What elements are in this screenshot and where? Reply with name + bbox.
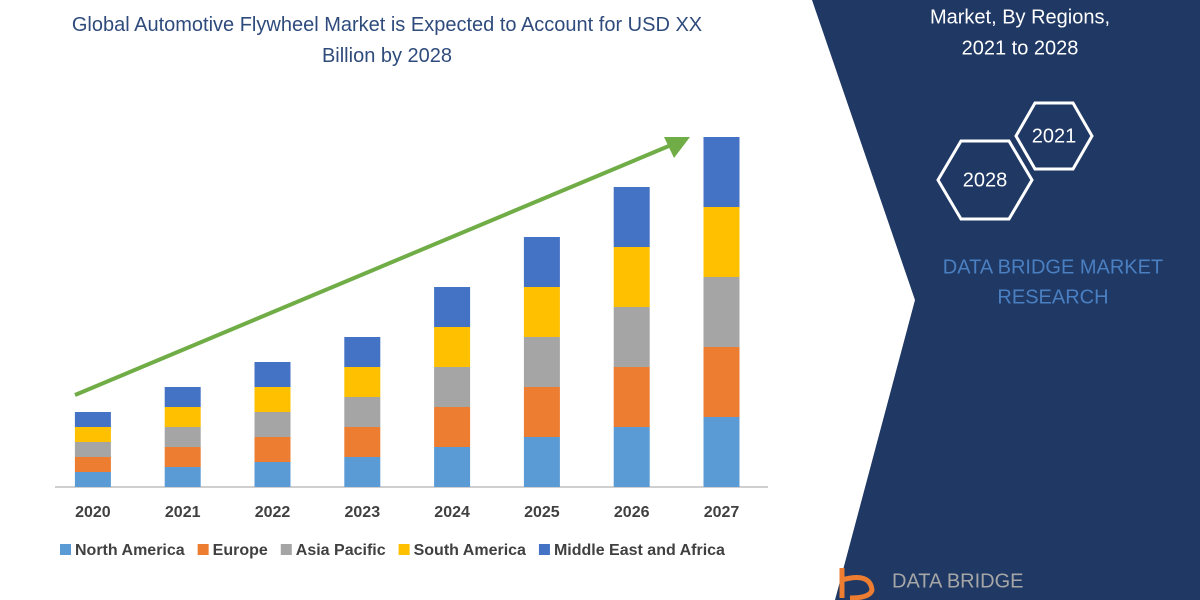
- bar-segment: [434, 327, 471, 367]
- chart-title: Global Automotive Flywheel Market is Exp…: [71, 14, 703, 67]
- bar-segment: [703, 347, 740, 417]
- panel-heading: Market, By Regions,: [930, 6, 1110, 28]
- bar-segment: [344, 457, 381, 487]
- legend-swatch: [197, 544, 209, 555]
- bar-segment: [164, 467, 201, 487]
- bar-segment: [344, 427, 381, 457]
- x-tick-label: 2024: [434, 504, 470, 521]
- bar-segment: [434, 407, 471, 447]
- legend-label: Middle East and Africa: [554, 542, 725, 559]
- bar-segment: [164, 407, 201, 427]
- bar-segment: [523, 287, 560, 337]
- bar-segment: [434, 447, 471, 487]
- legend-label: Europe: [213, 542, 268, 559]
- legend-swatch: [398, 544, 410, 555]
- bar-segment: [613, 367, 650, 427]
- legend-label: South America: [414, 542, 526, 559]
- bar-segment: [254, 362, 291, 387]
- bar-segment: [523, 237, 560, 287]
- bar-segment: [254, 462, 291, 487]
- bar-segment: [74, 412, 111, 427]
- bar-segment: [344, 397, 381, 427]
- logo-icon: [839, 568, 875, 600]
- bar-segment: [523, 387, 560, 437]
- bar-segment: [74, 472, 111, 487]
- bar-segment: [254, 437, 291, 462]
- x-tick-label: 2020: [75, 504, 111, 521]
- x-tick-label: 2022: [255, 504, 291, 521]
- bar-segment: [613, 427, 650, 487]
- bar-segment: [164, 447, 201, 467]
- bar-segment: [74, 457, 111, 472]
- brand-text: DATA BRIDGE MARKET: [943, 256, 1163, 278]
- trend-arrow: [74, 141, 677, 397]
- legend-swatch: [60, 544, 71, 555]
- bar-segment: [344, 337, 381, 367]
- bar-segment: [74, 442, 111, 457]
- badge-label: 2028: [963, 169, 1008, 191]
- bar-segment: [613, 247, 650, 307]
- x-tick-label: 2023: [345, 504, 381, 521]
- bar-segment: [613, 307, 650, 367]
- bar-segment: [434, 287, 471, 327]
- bar-segment: [344, 367, 381, 397]
- badge-hexagon: [936, 139, 1034, 221]
- bar-segment: [703, 417, 740, 487]
- bar-segment: [164, 387, 201, 407]
- panel-heading: 2021 to 2028: [962, 37, 1079, 59]
- trend-arrowhead: [664, 137, 690, 158]
- badge-label: 2021: [1032, 125, 1077, 147]
- legend-swatch: [538, 544, 550, 555]
- bar-segment: [703, 277, 740, 347]
- x-tick-label: 2026: [614, 504, 650, 521]
- badge-hexagon: [1014, 101, 1094, 171]
- x-tick-label: 2027: [704, 504, 740, 521]
- brand-text: RESEARCH: [997, 286, 1108, 308]
- bar-segment: [254, 412, 291, 437]
- legend-label: Asia Pacific: [296, 542, 386, 559]
- bar-segment: [703, 137, 740, 207]
- bar-segment: [164, 427, 201, 447]
- x-tick-label: 2021: [165, 504, 201, 521]
- bar-segment: [703, 207, 740, 277]
- legend-swatch: [280, 544, 292, 555]
- bar-segment: [254, 387, 291, 412]
- bar-segment: [434, 367, 471, 407]
- side-panel: [812, 0, 1200, 600]
- bar-segment: [523, 337, 560, 387]
- bar-segment: [523, 437, 560, 487]
- legend-label: North America: [75, 542, 185, 559]
- bar-segment: [74, 427, 111, 442]
- x-tick-label: 2025: [524, 504, 560, 521]
- logo-text: DATA BRIDGE: [892, 570, 1024, 592]
- bar-segment: [613, 187, 650, 247]
